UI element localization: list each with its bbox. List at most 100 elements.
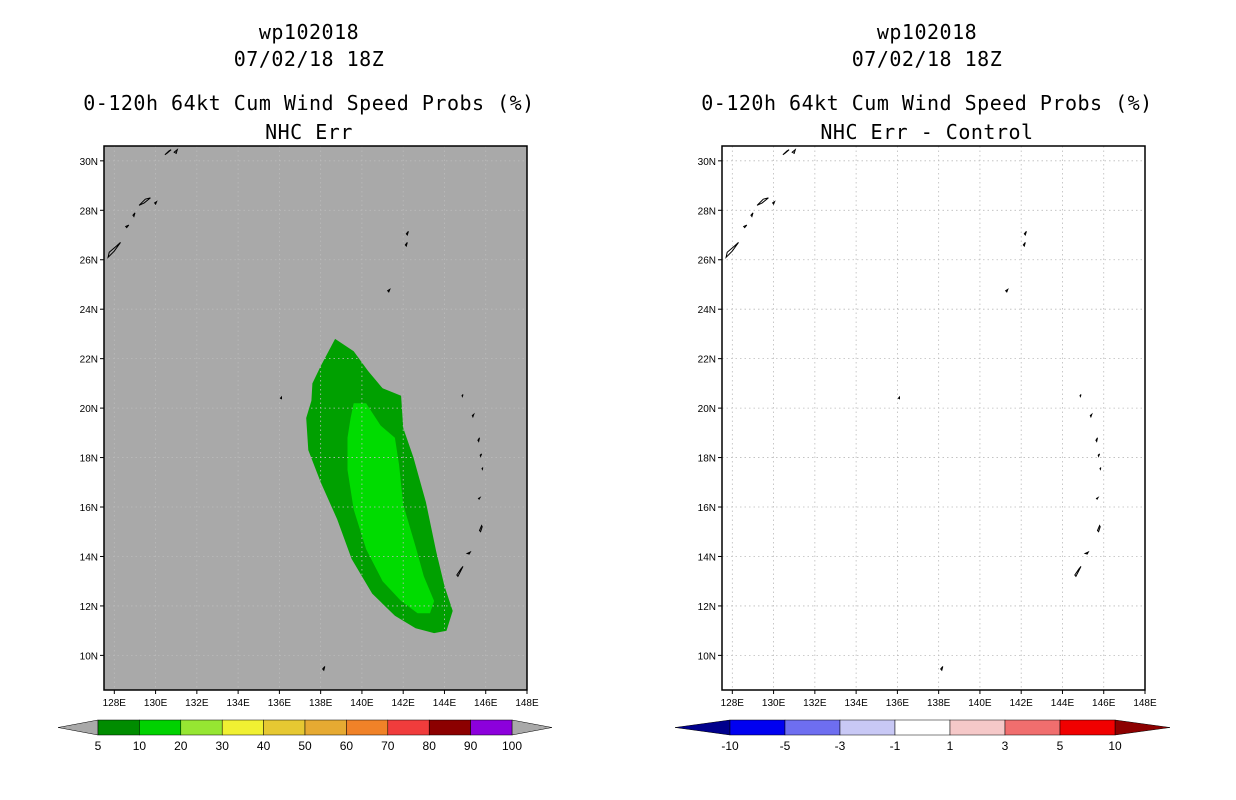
island-outline — [124, 224, 130, 229]
colorbar-segment — [180, 719, 223, 736]
colorbar-segment — [470, 719, 513, 736]
lon-tick-label: 130E — [762, 698, 786, 709]
lon-tick-label: 128E — [103, 698, 127, 709]
island-outline — [756, 197, 769, 206]
lon-tick-label: 128E — [721, 698, 745, 709]
island-outline — [456, 566, 464, 578]
wind-prob-map: 128E 130E 132E 134E 136E 138E 140E 142E 144E 146E… — [80, 145, 539, 709]
lat-tick-label: 24N — [698, 305, 716, 316]
island-outline — [1099, 467, 1102, 471]
colorbar: -10 -5 -3 -1 1 3 5 10 — [674, 719, 1171, 753]
colorbar-high-triangle — [511, 719, 553, 736]
lon-tick-label: 134E — [226, 698, 250, 709]
colorbar-segment — [346, 719, 389, 736]
colorbar-high-triangle — [1114, 719, 1171, 736]
lon-tick-label: 136E — [886, 698, 910, 709]
lon-tick-label: 144E — [433, 698, 457, 709]
lon-tick-label: 148E — [515, 698, 539, 709]
lon-tick-label: 142E — [1010, 698, 1034, 709]
island-outline — [1083, 550, 1090, 555]
plot-title: 0-120h 64kt Cum Wind Speed Probs (%) — [701, 91, 1153, 115]
plot-subtitle: NHC Err — [265, 120, 353, 144]
lat-tick-label: 16N — [698, 503, 716, 514]
colorbar-label: 40 — [257, 739, 271, 753]
colorbar-segment — [1004, 719, 1061, 736]
island-outline — [404, 242, 408, 248]
forecast-datetime: 07/02/18 18Z — [233, 47, 385, 71]
lat-tick-label: 12N — [80, 602, 98, 613]
colorbar-label: -10 — [721, 739, 739, 753]
colorbar-low-triangle — [674, 719, 731, 736]
island-outline — [940, 666, 944, 672]
colorbar-label: 90 — [464, 739, 478, 753]
island-outline — [897, 395, 900, 400]
lat-tick-label: 16N — [80, 503, 98, 514]
lat-tick-label: 26N — [80, 256, 98, 267]
map-background — [722, 146, 1145, 690]
lat-tick-label: 18N — [698, 454, 716, 465]
island-outline — [479, 453, 483, 458]
lon-tick-label: 138E — [309, 698, 333, 709]
colorbar-segment — [729, 719, 786, 736]
colorbar-label: -3 — [835, 739, 846, 753]
island-outline — [750, 212, 754, 218]
lon-tick-label: 140E — [968, 698, 992, 709]
lon-tick-label: 140E — [350, 698, 374, 709]
colorbar-label: 50 — [298, 739, 312, 753]
colorbar-label: -5 — [780, 739, 791, 753]
island-outline — [1079, 394, 1082, 398]
colorbar-label: 3 — [1002, 739, 1009, 753]
lat-tick-label: 20N — [698, 404, 716, 415]
lat-tick-label: 26N — [698, 256, 716, 267]
island-outline — [107, 242, 121, 259]
colorbar-low-triangle — [57, 719, 99, 736]
difference-map: 128E 130E 132E 134E 136E 138E 140E 142E 144E 146E… — [698, 145, 1157, 709]
colorbar-label: 5 — [1057, 739, 1064, 753]
colorbar-label: -1 — [890, 739, 901, 753]
colorbar-segment — [304, 719, 347, 736]
island-outline — [477, 496, 482, 500]
colorbar-segment — [139, 719, 182, 736]
lon-tick-label: 142E — [392, 698, 416, 709]
map-frame — [103, 145, 528, 691]
lat-tick-label: 14N — [698, 552, 716, 563]
island-outline — [1022, 242, 1026, 248]
forecast-datetime: 07/02/18 18Z — [851, 47, 1003, 71]
island-outline — [471, 412, 475, 419]
colorbar-label: 1 — [947, 739, 954, 753]
colorbar: 5 10 20 30 40 50 60 70 80 90 100 — [57, 719, 553, 753]
island-outline — [791, 148, 797, 155]
lon-tick-label: 132E — [185, 698, 209, 709]
lat-tick-label: 30N — [698, 157, 716, 168]
plot-title: 0-120h 64kt Cum Wind Speed Probs (%) — [83, 91, 535, 115]
island-outline — [465, 550, 472, 555]
island-outline — [1004, 288, 1009, 293]
lon-tick-label: 130E — [144, 698, 168, 709]
island-outline — [477, 437, 480, 443]
island-outline — [782, 149, 790, 156]
lat-tick-label: 18N — [80, 454, 98, 465]
colorbar-label: 100 — [502, 739, 522, 753]
island-outline — [405, 230, 409, 237]
plot-subtitle: NHC Err - Control — [820, 120, 1034, 144]
lat-tick-label: 24N — [80, 305, 98, 316]
island-outline — [1095, 437, 1098, 443]
island-outline — [1096, 524, 1101, 533]
lat-tick-label: 20N — [80, 404, 98, 415]
lon-tick-label: 146E — [1092, 698, 1116, 709]
storm-id: wp102018 — [876, 20, 978, 44]
lat-tick-label: 28N — [698, 206, 716, 217]
island-outline — [153, 200, 158, 206]
island-outline — [1095, 496, 1100, 500]
colorbar-segment — [839, 719, 896, 736]
colorbar-segment — [263, 719, 306, 736]
colorbar-label: 30 — [216, 739, 230, 753]
colorbar-segment — [97, 719, 140, 736]
colorbar-segment — [428, 719, 471, 736]
colorbar-label: 5 — [95, 739, 102, 753]
prob-contour-10-20 — [347, 403, 435, 614]
island-outline — [461, 394, 464, 398]
island-outline — [1074, 566, 1082, 578]
lat-tick-label: 22N — [698, 355, 716, 366]
island-outline — [771, 200, 776, 206]
